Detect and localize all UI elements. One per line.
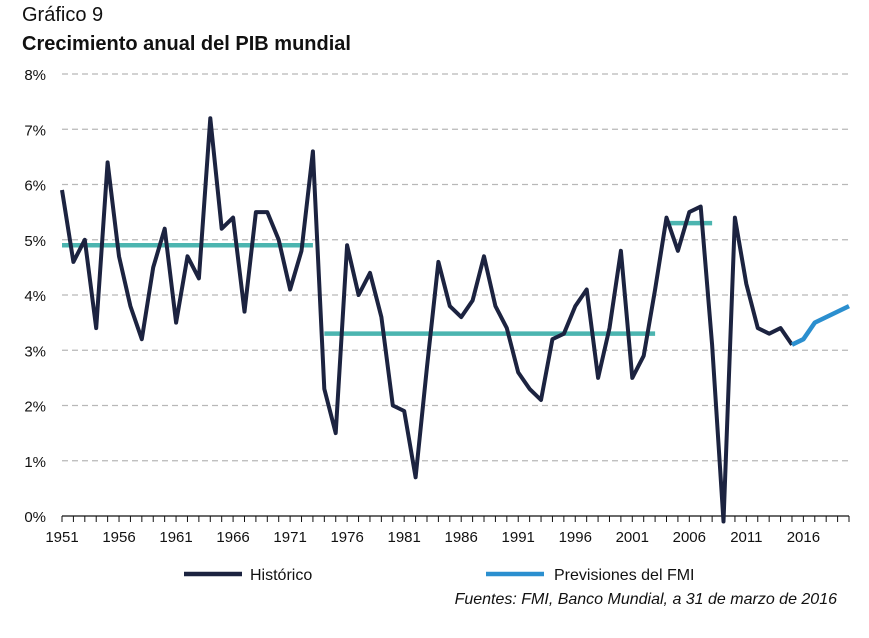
chart-title: Crecimiento anual del PIB mundial (22, 33, 351, 55)
y-tick-label: 3% (24, 343, 46, 360)
y-tick-label: 4% (24, 288, 46, 305)
y-tick-label: 0% (24, 509, 46, 526)
x-tick-label: 1951 (45, 529, 78, 546)
legend: Histórico Previsiones del FMI (184, 567, 695, 584)
chart-kicker: Gráfico 9 (22, 4, 104, 26)
grid-lines (62, 73, 849, 462)
x-axis: 1951 1956 1961 1966 1971 1976 1981 1986 1991 1996… (45, 515, 850, 546)
source-note: Fuentes: FMI, Banco Mundial, a 31 de mar… (454, 591, 837, 608)
x-tick-label: 1991 (502, 529, 535, 546)
x-tick-label: 1966 (216, 529, 249, 546)
legend-label-historico: Histórico (250, 567, 312, 584)
series-line-historico (60, 116, 794, 524)
series-line-previsiones (791, 304, 850, 347)
y-tick-label: 5% (24, 233, 46, 250)
legend-label-previsiones: Previsiones del FMI (554, 567, 695, 584)
x-tick-label: 1996 (559, 529, 592, 546)
y-tick-label: 1% (24, 454, 46, 471)
y-tick-label: 6% (24, 178, 46, 195)
x-tick-label: 1961 (159, 529, 192, 546)
x-tick-label: 2011 (730, 529, 762, 546)
x-tick-label: 1971 (273, 529, 306, 546)
y-tick-label: 8% (24, 67, 46, 84)
x-tick-label: 2001 (616, 529, 649, 546)
y-axis-ticks: 0% 1% 2% 3% 4% 5% 6% 7% 8% (24, 67, 46, 526)
y-tick-label: 2% (24, 399, 46, 416)
x-tick-label: 1956 (102, 529, 135, 546)
x-tick-label: 1986 (445, 529, 478, 546)
x-tick-label: 1976 (330, 529, 363, 546)
x-tick-label: 2016 (787, 529, 820, 546)
series-lines (60, 116, 850, 524)
x-tick-label: 1981 (387, 529, 420, 546)
x-tick-label: 2006 (673, 529, 706, 546)
y-tick-label: 7% (24, 122, 46, 139)
